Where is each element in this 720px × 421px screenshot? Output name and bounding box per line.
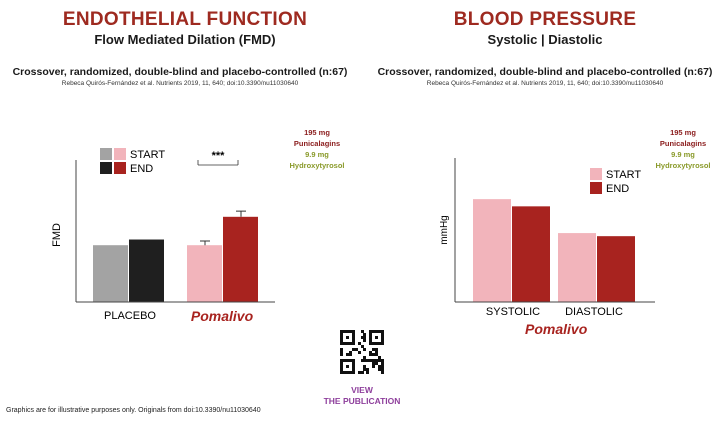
pomalivo-logo: Pomalivo [191, 308, 254, 324]
legend-swatch-start-active [114, 148, 126, 160]
right-chart-title: BLOOD PRESSURE [453, 9, 637, 30]
y-axis-label: FMD [51, 223, 63, 247]
error-bar [200, 240, 210, 246]
fmd-chart: FMD PLACEBO Pomalivo *** START END [51, 148, 275, 324]
bar-end-pomalivo [223, 216, 258, 302]
left-study-description: Crossover, randomized, double-blind and … [12, 66, 348, 78]
left-reference: Rebeca Quirós-Fernández et al. Nutrients… [61, 80, 299, 87]
pomalivo-logo: Pomalivo [525, 321, 588, 337]
left-chart-title: ENDOTHELIAL FUNCTION [62, 9, 308, 30]
legend-swatch-start [590, 168, 602, 180]
bar-end-placebo [129, 239, 164, 302]
legend-label-start: START [130, 149, 165, 161]
y-axis-label: mmHg [439, 215, 450, 244]
legend-swatch-end-active [114, 162, 126, 174]
significance-bracket [197, 160, 239, 166]
bar-start-systolic [473, 199, 511, 302]
dose-compound: Hydroxytyrosol [655, 161, 711, 170]
dose-amount: 195 mg [670, 128, 696, 137]
footer-disclaimer: Graphics are for illustrative purposes o… [6, 407, 261, 414]
dose-compound: Punicalagins [659, 139, 707, 148]
left-dose-info: 195 mg Punicalagins 9.9 mg Hydroxytyroso… [282, 127, 352, 171]
legend-label-start: START [606, 169, 641, 181]
view-label: VIEW [351, 385, 373, 395]
qr-code[interactable] [340, 330, 385, 375]
bar-start-placebo [93, 245, 128, 302]
significance-label: *** [212, 150, 226, 162]
dose-compound: Hydroxytyrosol [289, 161, 345, 170]
legend-label-end: END [606, 183, 629, 195]
legend-label-end: END [130, 163, 153, 175]
left-chart-subtitle: Flow Mediated Dilation (FMD) [94, 32, 276, 47]
bar-end-systolic [512, 206, 550, 302]
bar-start-diastolic [558, 233, 596, 302]
legend-swatch-start-placebo [100, 148, 112, 160]
bar-start-pomalivo [187, 245, 222, 302]
legend-swatch-end [590, 182, 602, 194]
dose-amount: 9.9 mg [305, 150, 329, 159]
dose-amount: 195 mg [304, 128, 330, 137]
right-study-description: Crossover, randomized, double-blind and … [377, 66, 713, 78]
right-chart-subtitle: Systolic | Diastolic [487, 32, 603, 47]
bar-end-diastolic [597, 236, 635, 302]
dose-amount: 9.9 mg [671, 150, 695, 159]
error-bar [236, 210, 246, 217]
category-label: SYSTOLIC [486, 306, 540, 318]
right-reference: Rebeca Quirós-Fernández et al. Nutrients… [426, 80, 664, 87]
publication-label: THE PUBLICATION [323, 396, 401, 406]
right-dose-info: 195 mg Punicalagins 9.9 mg Hydroxytyroso… [648, 127, 718, 171]
legend-swatch-end-placebo [100, 162, 112, 174]
dose-compound: Punicalagins [293, 139, 341, 148]
category-label: DIASTOLIC [565, 306, 623, 318]
category-label: PLACEBO [104, 310, 156, 322]
blood-pressure-chart: mmHg SYSTOLIC DIASTOLIC START END [439, 158, 655, 318]
view-publication-link[interactable]: VIEW THE PUBLICATION [322, 385, 402, 407]
